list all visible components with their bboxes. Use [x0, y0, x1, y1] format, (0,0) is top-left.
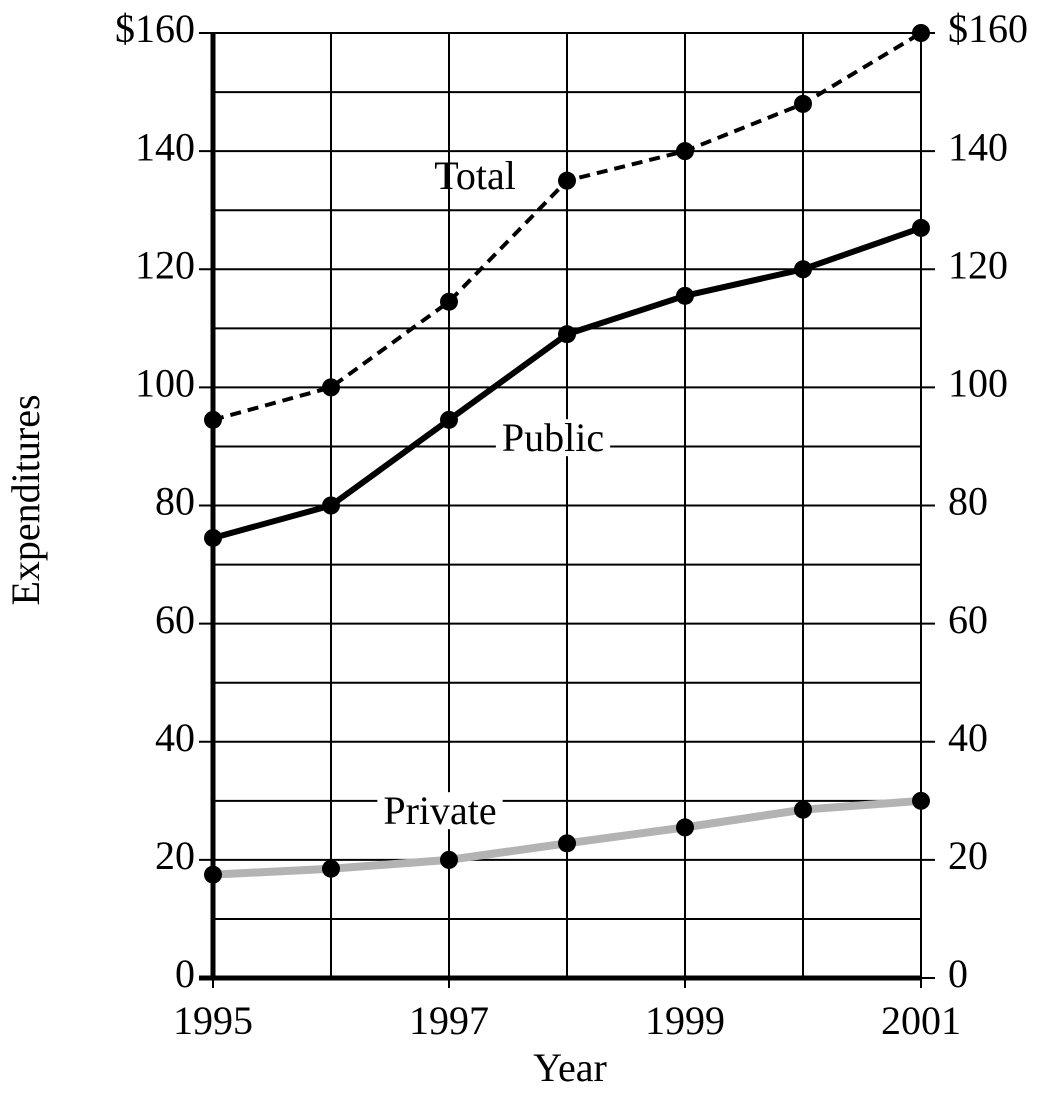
marker: [558, 834, 576, 853]
y2-tick-label: 140: [948, 124, 1008, 169]
y2-tick-label: 100: [948, 361, 1008, 406]
marker: [204, 865, 222, 884]
marker: [204, 528, 222, 547]
marker: [676, 286, 694, 305]
marker: [322, 496, 340, 515]
marker: [440, 850, 458, 869]
y-tick-label: 120: [135, 242, 195, 287]
marker: [912, 24, 930, 42]
x-axis-label: Year: [533, 1045, 607, 1090]
marker: [794, 260, 812, 279]
y-tick-label: 0: [175, 951, 195, 996]
y2-tick-label: $160: [948, 6, 1028, 51]
y-tick-label: 40: [155, 715, 195, 760]
y-tick-label: $160: [115, 6, 195, 51]
series-label: Private: [383, 788, 496, 833]
marker: [794, 94, 812, 113]
y2-tick-label: 60: [948, 597, 988, 642]
series-label: Total: [434, 153, 516, 198]
x-tick-label: 1995: [173, 998, 253, 1043]
marker: [912, 791, 930, 810]
marker: [322, 859, 340, 878]
marker: [322, 378, 340, 397]
y-tick-label: 80: [155, 479, 195, 524]
series-label: Public: [502, 415, 604, 460]
marker: [676, 818, 694, 837]
label-background: [495, 419, 611, 457]
marker: [558, 325, 576, 344]
x-tick-label: 1999: [645, 998, 725, 1043]
marker: [440, 292, 458, 311]
marker: [912, 218, 930, 237]
marker: [558, 171, 576, 190]
label-background: [377, 792, 503, 830]
y2-tick-label: 80: [948, 479, 988, 524]
marker: [794, 800, 812, 819]
y2-tick-label: 20: [948, 833, 988, 878]
y-tick-label: 20: [155, 833, 195, 878]
marker: [204, 410, 222, 429]
y-tick-label: 140: [135, 124, 195, 169]
y2-tick-label: 40: [948, 715, 988, 760]
x-tick-label: 2001: [881, 998, 961, 1043]
y2-tick-label: 0: [948, 951, 968, 996]
marker: [440, 410, 458, 429]
y-tick-label: 60: [155, 597, 195, 642]
x-tick-label: 1997: [409, 998, 489, 1043]
y-axis-label: Expenditures: [3, 394, 48, 605]
y2-tick-label: 120: [948, 242, 1008, 287]
y-tick-label: 100: [135, 361, 195, 406]
marker: [676, 142, 694, 161]
